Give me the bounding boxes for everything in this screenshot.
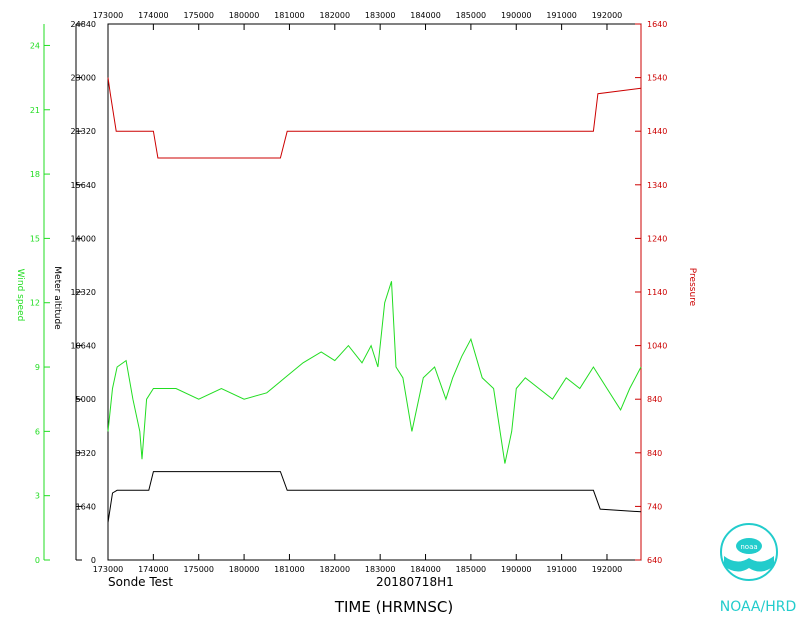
- altitude-tick-label: 21320: [71, 127, 96, 136]
- x-tick-top-label: 191000: [546, 11, 577, 20]
- pressure-tick-label: 1640: [647, 20, 667, 29]
- pressure-tick-label: 1240: [647, 234, 667, 243]
- wind-axis-ticks: 0 3 6 9 12 15 18 21 24: [30, 41, 50, 565]
- pressure-tick-label: 1140: [647, 288, 667, 297]
- wind-tick-label: 3: [35, 492, 40, 501]
- x-tick-bottom-label: 173000: [93, 565, 124, 574]
- x-tick-top-label: 174000: [138, 11, 169, 20]
- noaa-logo-ring: [720, 523, 778, 581]
- x-tick-top-label: 192000: [592, 11, 623, 20]
- wind-axis-title: Wind speed: [15, 269, 25, 322]
- noaa-logo-bird: [736, 538, 762, 554]
- wind-tick-label: 6: [35, 427, 40, 436]
- pressure-axis-ticks: 640 740 840 840 1040 1140 1240 1340 1440 1540 1640: [635, 20, 667, 565]
- noaa-logo-wave: [724, 556, 774, 572]
- series-line-pressure: [107, 77, 642, 159]
- altitude-tick-label: 3320: [76, 449, 96, 458]
- x-tick-bottom-label: 190000: [501, 565, 532, 574]
- x-tick-bottom-label: 192000: [592, 565, 623, 574]
- pressure-tick-label: 840: [647, 395, 662, 404]
- wind-tick-label: 12: [30, 299, 40, 308]
- x-axis-top-ticks: 173000 174000 175000 180000 181000 182000 1830…: [93, 11, 623, 30]
- series-lines: [107, 77, 642, 523]
- plot-frame: [107, 23, 642, 561]
- x-tick-top-label: 182000: [320, 11, 351, 20]
- altitude-tick-label: 5000: [76, 395, 96, 404]
- x-tick-bottom-label: 175000: [183, 565, 214, 574]
- pressure-tick-label: 1040: [647, 342, 667, 351]
- x-tick-top-label: 180000: [229, 11, 260, 20]
- altitude-axis-title: Meter altitude: [52, 266, 62, 330]
- wind-tick-label: 0: [35, 556, 40, 565]
- altitude-tick-label: 23000: [71, 74, 96, 83]
- x-tick-bottom-label: 174000: [138, 565, 169, 574]
- altitude-axis-ticks: 0 1640 3320 5000 10640 12320 14000 15640 21320 23…: [71, 20, 96, 565]
- x-axis-title: TIME (HRMNSC): [334, 598, 453, 616]
- altitude-tick-label: 15640: [71, 181, 96, 190]
- wind-tick-label: 9: [35, 363, 40, 372]
- series-line-wind-speed: [107, 281, 642, 464]
- x-tick-bottom-label: 182000: [320, 565, 351, 574]
- wind-tick-label: 24: [30, 41, 40, 50]
- x-tick-top-label: 173000: [93, 11, 124, 20]
- noaa-hrd-label: NOAA/HRD: [720, 599, 797, 615]
- x-tick-top-label: 181000: [274, 11, 305, 20]
- x-tick-bottom-label: 180000: [229, 565, 260, 574]
- pressure-axis-title: Pressure: [687, 268, 697, 307]
- flight-label: 20180718H1: [376, 575, 454, 589]
- altitude-tick-label: 14000: [71, 234, 96, 243]
- x-tick-bottom-label: 183000: [365, 565, 396, 574]
- x-tick-bottom-label: 191000: [546, 565, 577, 574]
- altitude-tick-label: 1640: [76, 502, 96, 511]
- altitude-tick-label: 0: [91, 556, 96, 565]
- x-tick-top-label: 184000: [410, 11, 441, 20]
- x-tick-top-label: 183000: [365, 11, 396, 20]
- x-tick-top-label: 185000: [456, 11, 487, 20]
- pressure-tick-label: 640: [647, 556, 662, 565]
- pressure-tick-label: 1340: [647, 181, 667, 190]
- noaa-logo-badge: noaa: [740, 543, 757, 551]
- x-tick-bottom-label: 181000: [274, 565, 305, 574]
- noaa-logo: noaa: [720, 523, 778, 581]
- x-tick-bottom-label: 185000: [456, 565, 487, 574]
- altitude-tick-label: 10640: [71, 342, 96, 351]
- pressure-tick-label: 840: [647, 449, 662, 458]
- pressure-tick-label: 1440: [647, 127, 667, 136]
- x-axis-bottom-ticks: 173000 174000 175000 180000 181000 182000 1830…: [93, 554, 623, 574]
- wind-tick-label: 18: [30, 170, 40, 179]
- series-line-altitude: [107, 471, 642, 523]
- wind-tick-label: 21: [30, 106, 40, 115]
- altitude-tick-label: 24840: [71, 20, 96, 29]
- wind-tick-label: 15: [30, 234, 40, 243]
- pressure-tick-label: 1540: [647, 74, 667, 83]
- x-tick-top-label: 190000: [501, 11, 532, 20]
- altitude-tick-label: 12320: [71, 288, 96, 297]
- pressure-tick-label: 740: [647, 502, 662, 511]
- sonde-label: Sonde Test: [108, 575, 173, 589]
- x-tick-top-label: 175000: [183, 11, 214, 20]
- x-tick-bottom-label: 184000: [410, 565, 441, 574]
